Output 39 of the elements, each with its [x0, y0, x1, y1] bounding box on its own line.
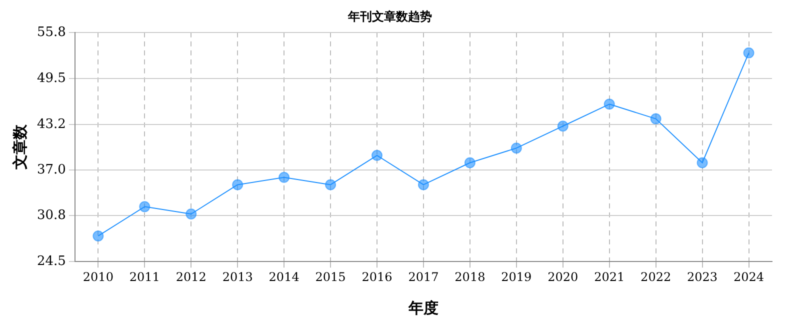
y-axis-title: 文章数	[10, 124, 29, 170]
x-tick-label: 2020	[548, 270, 578, 284]
y-tick-label: 30.8	[36, 208, 66, 223]
x-tick-label: 2022	[640, 270, 672, 284]
point	[743, 47, 754, 58]
point	[510, 142, 522, 154]
point	[186, 208, 197, 220]
point	[139, 201, 150, 212]
x-tick-label: 2016	[362, 270, 392, 284]
x-tick-label: 2015	[315, 270, 346, 284]
x-tick-label: 2013	[222, 270, 253, 284]
y-tick-label: 37.0	[36, 162, 66, 178]
x-tick-label: 2021	[594, 270, 625, 284]
x-tick-label: 2023	[687, 270, 718, 284]
x-tick-label: 2014	[268, 270, 300, 284]
y-tick-label: 49.5	[36, 70, 66, 86]
chart-title: 年刊文章数趋势	[347, 9, 432, 24]
point	[278, 172, 290, 183]
point	[372, 150, 383, 161]
x-tick-label: 2010	[82, 270, 114, 284]
y-tick-label: 24.5	[36, 254, 66, 269]
x-tick-label: 2012	[176, 270, 206, 284]
x-axis-title: 年度	[407, 298, 438, 317]
point	[418, 179, 429, 190]
point	[696, 157, 708, 168]
x-tick-label: 2017	[408, 270, 439, 284]
point	[557, 120, 568, 132]
x-tick-label: 2024	[733, 270, 764, 284]
y-tick-label: 43.2	[36, 117, 66, 132]
point	[464, 157, 476, 168]
x-tick-label: 2018	[454, 270, 486, 284]
y-tick-label: 55.8	[36, 24, 66, 40]
point	[232, 179, 244, 190]
point	[604, 98, 615, 110]
x-tick-label: 2011	[129, 270, 160, 284]
point	[650, 113, 662, 124]
x-tick-label: 2019	[501, 270, 532, 284]
point	[92, 230, 104, 242]
point	[325, 179, 336, 190]
